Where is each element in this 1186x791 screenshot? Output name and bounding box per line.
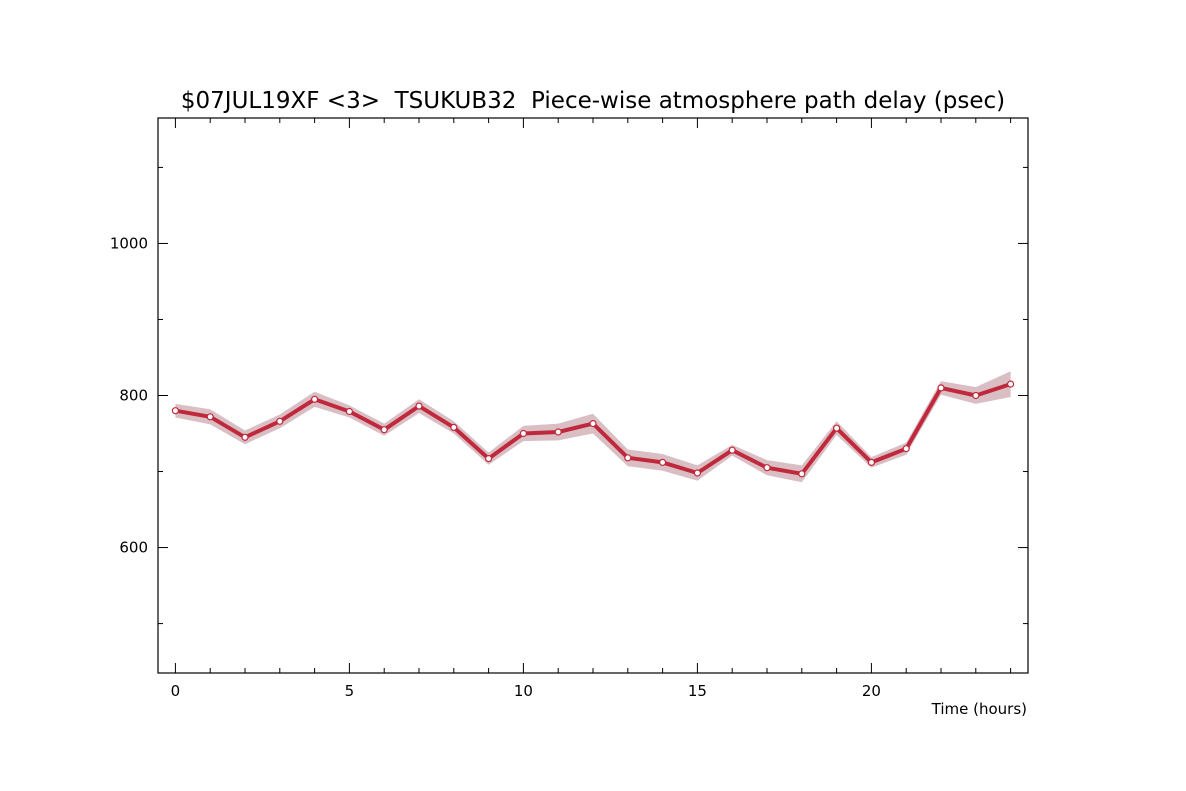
x-tick-label: 15 <box>688 682 707 700</box>
y-tick-label: 600 <box>119 539 148 557</box>
data-point <box>450 423 458 431</box>
chart-title: $07JUL19XF <3> TSUKUB32 Piece-wise atmos… <box>181 88 1005 114</box>
data-point <box>658 458 667 466</box>
data-point <box>728 446 736 454</box>
data-point <box>1006 380 1015 388</box>
data-point <box>554 428 562 436</box>
data-point <box>206 413 214 421</box>
x-tick-label: 0 <box>171 682 181 700</box>
y-tick-label: 1000 <box>110 234 148 252</box>
data-point <box>937 384 945 392</box>
x-axis-label: Time (hours) <box>931 700 1027 718</box>
data-point <box>345 407 353 416</box>
data-point <box>380 426 388 434</box>
data-point <box>798 470 806 478</box>
data-point <box>519 429 528 438</box>
data-point <box>171 407 179 415</box>
data-point <box>902 445 910 453</box>
y-tick-label: 800 <box>119 387 148 405</box>
data-point <box>763 464 771 472</box>
x-tick-label: 10 <box>514 682 533 700</box>
tick-layer <box>158 118 1028 673</box>
data-point <box>311 395 319 403</box>
data-point <box>415 402 423 410</box>
data-point <box>624 454 632 462</box>
data-point <box>241 433 249 441</box>
plot-frame <box>157 117 1029 674</box>
data-point <box>276 417 284 425</box>
marker-layer <box>171 380 1015 478</box>
data-point <box>867 458 876 466</box>
x-tick-label: 5 <box>345 682 355 700</box>
x-tick-label: 20 <box>862 682 881 700</box>
tick-label-layer: 0 5 10 15 20 600 800 1000 <box>110 234 881 700</box>
data-point <box>485 455 493 463</box>
data-point <box>832 424 841 432</box>
data-point <box>589 420 597 428</box>
data-point <box>693 469 702 477</box>
data-point <box>972 391 980 400</box>
